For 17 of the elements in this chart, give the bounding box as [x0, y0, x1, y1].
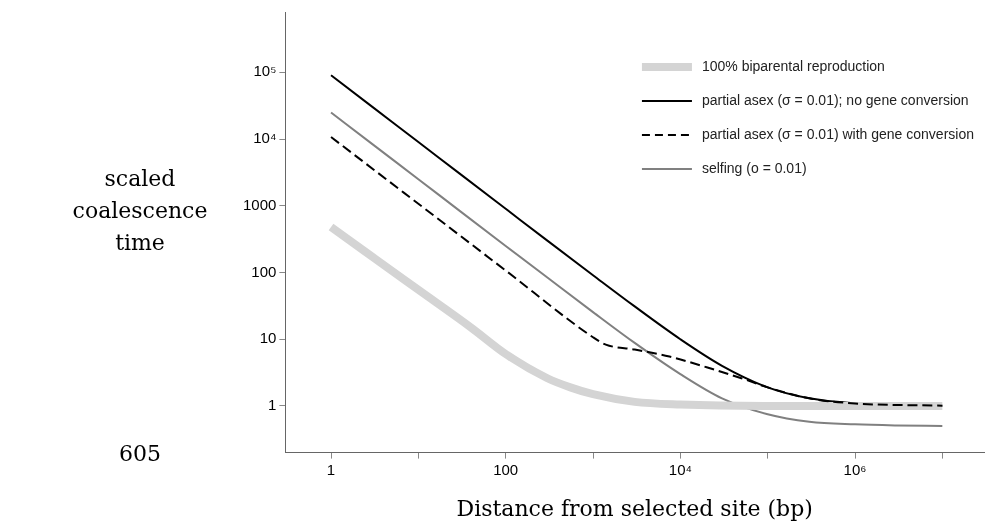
x-tick-label: 1	[326, 460, 336, 478]
legend-label: 100% biparental reproduction	[701, 57, 885, 74]
y-tick-label: 1000	[242, 195, 277, 213]
legend-label: selfing (o = 0.01)	[701, 159, 807, 176]
legend-label: partial asex (σ = 0.01); no gene conversion	[701, 91, 969, 108]
legend-label: partial asex (σ = 0.01) with gene conversion	[701, 125, 975, 142]
x-tick-label: 10⁶	[843, 460, 867, 478]
x-tick-label: 100	[493, 460, 519, 478]
y-tick-label: 1	[268, 396, 277, 414]
x-axis-title: Distance from selected site (bp)	[456, 495, 813, 521]
y-tick-label: 10	[259, 329, 277, 347]
y-axis-title: scaled coalescence time	[72, 166, 208, 256]
text: 605	[119, 440, 161, 466]
y-tick-label: 10⁵	[253, 62, 277, 80]
y-tick-label: 100	[251, 262, 277, 280]
x-tick-label: 10⁴	[668, 460, 692, 478]
y-tick-label: 10⁴	[253, 129, 277, 147]
